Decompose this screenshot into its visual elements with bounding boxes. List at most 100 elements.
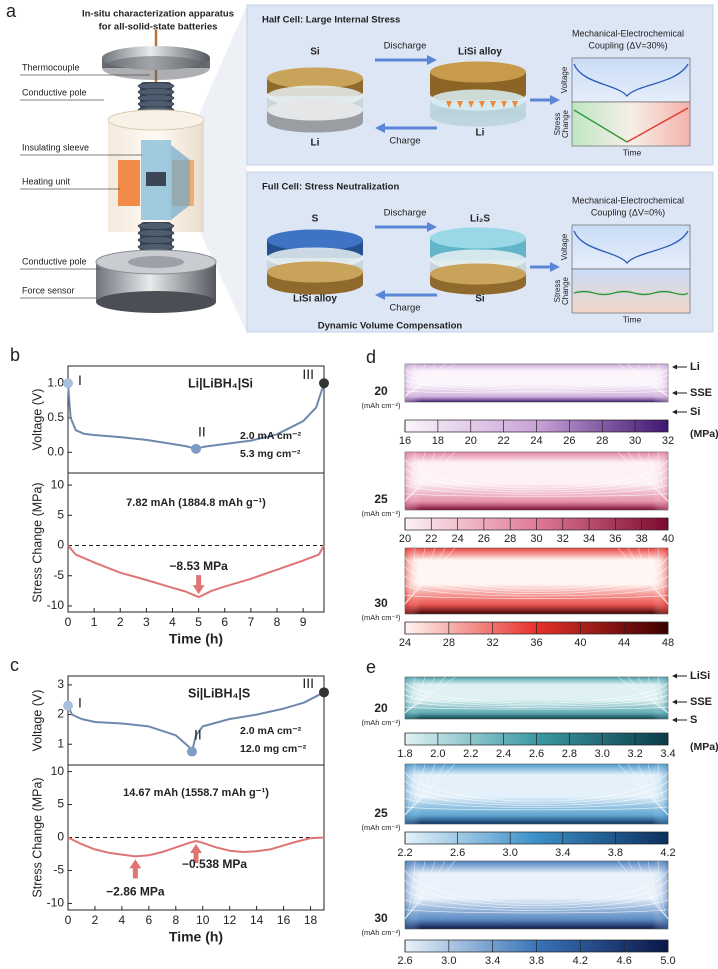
body-top xyxy=(107,109,205,131)
panel-label: a xyxy=(6,1,17,21)
colorbar-tick-label: 2.2 xyxy=(463,748,478,760)
contour-line xyxy=(404,880,669,906)
colorbar-tick-label: 2.6 xyxy=(529,748,544,760)
y-tick-label: 1.0 xyxy=(47,375,64,389)
contour-line xyxy=(404,379,669,391)
y-tick-label: -10 xyxy=(47,896,65,910)
coupling-title: Mechanical-Electrochemical xyxy=(572,195,684,205)
disk-top xyxy=(430,263,526,285)
layer-label: Si xyxy=(690,406,700,418)
contour-line xyxy=(404,390,669,394)
colorbar-tick-label: 18 xyxy=(432,435,444,447)
mini-stress-curve xyxy=(573,109,628,143)
contour-line xyxy=(404,860,456,919)
contour-line xyxy=(404,889,669,909)
part-label: Force sensor xyxy=(22,285,75,295)
y-axis-label: Voltage (V) xyxy=(30,389,44,451)
loading-label: 30 xyxy=(374,911,388,925)
state-marker xyxy=(319,687,329,698)
y-axis-label: Stress Change (MPa) xyxy=(30,482,44,602)
colorbar-tick-label: 36 xyxy=(530,637,542,649)
colorbar-tick-label: 3.2 xyxy=(627,748,642,760)
process-label: Discharge xyxy=(384,41,427,52)
point-arrow xyxy=(192,575,205,595)
contour-line xyxy=(404,476,669,493)
contour-line xyxy=(404,363,456,397)
apparatus-title: for all-solid-state batteries xyxy=(99,22,218,33)
loading-label: 30 xyxy=(374,596,388,610)
contour-line xyxy=(404,374,669,390)
contour-line xyxy=(404,870,669,904)
annotation: 5.3 mg cm⁻² xyxy=(240,448,301,460)
point-label: −8.53 MPa xyxy=(169,559,228,573)
data-line xyxy=(67,836,325,858)
colorbar-tick-label: 22 xyxy=(498,435,510,447)
mini-axis-label: Time xyxy=(623,147,642,157)
annotation: 12.0 mg cm⁻² xyxy=(240,743,307,755)
y-tick-label: 0 xyxy=(57,830,64,844)
colorbar-tick-label: 30 xyxy=(629,435,641,447)
contour-line xyxy=(617,363,669,397)
x-tick-label: 7 xyxy=(248,615,255,629)
stress-arrow xyxy=(446,101,452,108)
stress-map-edge xyxy=(405,861,668,929)
annotation: 14.67 mAh (1558.7 mAh g⁻¹) xyxy=(123,787,269,799)
colorbar-tick-label: 38 xyxy=(636,533,648,545)
apparatus-title: In-situ characterization apparatus xyxy=(82,9,234,20)
layer-pointer-head xyxy=(672,673,677,679)
loading-unit: (mAh cm⁻²) xyxy=(362,401,401,410)
colorbar-tick-label: 32 xyxy=(557,533,569,545)
annotation: 7.82 mAh (1884.8 mAh g⁻¹) xyxy=(126,497,266,509)
colorbar-tick-label: 4.6 xyxy=(617,955,632,964)
data-line xyxy=(67,382,325,450)
contour-line xyxy=(404,700,669,708)
contour-line xyxy=(404,493,669,497)
x-tick-label: 6 xyxy=(221,615,228,629)
colorbar-tick-label: 4.2 xyxy=(660,847,675,859)
colorbar xyxy=(404,831,669,845)
loading-unit: (mAh cm⁻²) xyxy=(362,613,401,622)
disk-top xyxy=(267,67,363,89)
mini-axis-label: Stress xyxy=(553,280,562,303)
y-tick-label: 0.0 xyxy=(47,444,64,458)
colorbar-tick-label: 22 xyxy=(425,533,437,545)
state-marker xyxy=(319,378,329,389)
colorbar-tick-label: 32 xyxy=(662,435,674,447)
colorbar-tick-label: 16 xyxy=(399,435,411,447)
point-arrow xyxy=(190,844,202,864)
colorbar-tick-label: 26 xyxy=(478,533,490,545)
mini-axis-label: Change xyxy=(561,109,570,138)
x-tick-label: 0 xyxy=(65,913,72,927)
disk-top xyxy=(267,229,363,251)
contour-line xyxy=(404,706,669,710)
stress-arrow xyxy=(501,101,507,108)
sleeve-cone xyxy=(171,145,190,220)
state-label: I xyxy=(78,372,82,388)
layer-pointer-head xyxy=(672,717,677,723)
mini-stress-curve xyxy=(573,290,689,296)
colorbar-unit: (MPa) xyxy=(690,428,718,440)
layer-pointer-head xyxy=(672,699,677,705)
contour-line xyxy=(617,763,669,816)
colorbar-tick-label: 3.0 xyxy=(503,847,518,859)
colorbar-tick-label: 40 xyxy=(662,533,674,545)
colorbar-tick-label: 28 xyxy=(504,533,516,545)
panel-label: e xyxy=(366,657,376,677)
layer-pointer-head xyxy=(672,364,677,370)
layer-label: SSE xyxy=(690,696,712,708)
loading-label: 20 xyxy=(374,701,388,715)
top-plate-bottom xyxy=(102,56,210,80)
contour-line xyxy=(404,806,669,811)
colorbar-tick-label: 3.0 xyxy=(595,748,610,760)
colorbar-tick-label: 48 xyxy=(662,637,674,649)
x-axis-label: Time (h) xyxy=(169,631,223,647)
mini-axis-label: Stress xyxy=(553,113,562,136)
box-title: Half Cell: Large Internal Stress xyxy=(262,15,400,26)
loading-label: 20 xyxy=(374,384,388,398)
x-tick-label: 18 xyxy=(304,913,318,927)
colorbar-tick-label: 3.8 xyxy=(529,955,544,964)
point-arrow xyxy=(129,859,142,879)
colorbar-tick-label: 2.4 xyxy=(496,748,511,760)
